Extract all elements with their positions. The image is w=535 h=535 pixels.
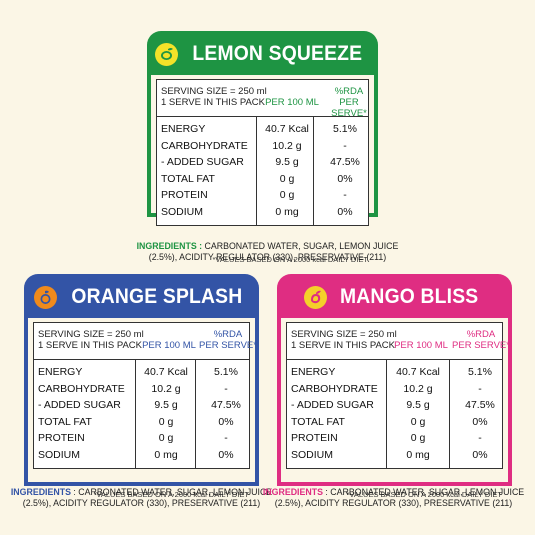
orange-nutrition-table: SERVING SIZE = 250 ml 1 SERVE IN THIS PA… [33,322,257,469]
table-row: TOTAL FAT 0 g 0% [38,415,234,428]
per-serve-header: PER SERVE* [331,97,367,119]
table-row: ENERGY 40.7 Kcal 5.1% [38,366,238,378]
table-row: SODIUM 0 mg 0% [38,448,234,461]
table-row: PROTEIN 0 g- [291,432,482,444]
rda-footnote: *VALUES BASED ON A 2000 kcal DAILY DIET [346,490,503,499]
serving-size: SERVING SIZE = 250 ml [291,329,397,340]
table-row: PROTEIN 0 g- [38,432,228,444]
lemon-card: LEMON SQUEEZE SERVING SIZE = 250 ml 1 SE… [147,31,378,264]
table-row: SODIUM 0 mg 0% [291,448,488,461]
orange-card: ORANGE SPLASH SERVING SIZE = 250 ml 1 SE… [24,274,259,499]
table-row: PROTEIN 0 g- [161,189,347,201]
mango-table-body: ENERGY 40.7 Kcal 5.1% CARBOHYDRATE 10.2 g- … [287,360,502,468]
mango-ingredients: INGREDIENTS : CARBONATED WATER, SUGAR, L… [262,487,525,508]
mango-icon [304,285,328,309]
mango-body: SERVING SIZE = 250 ml 1 SERVE IN THIS PA… [277,318,512,499]
lemon-title: LEMON SQUEEZE [192,42,363,65]
lemon-body: SERVING SIZE = 250 ml 1 SERVE IN THIS PA… [147,75,378,264]
ingredients-label: INGREDIENTS [262,487,323,497]
ingredients-label: INGREDIENTS [10,487,71,497]
mango-card: MANGO BLISS SERVING SIZE = 250 ml 1 SERV… [277,274,512,499]
orange-header: ORANGE SPLASH [24,274,259,320]
lemon-nutrition-table: SERVING SIZE = 250 ml 1 SERVE IN THIS PA… [156,79,369,226]
lemon-icon [155,42,179,66]
serves-in-pack: 1 SERVE IN THIS PACK [291,340,396,351]
mango-table-header: SERVING SIZE = 250 ml 1 SERVE IN THIS PA… [287,323,510,360]
table-row: SODIUM 0 mg 0% [161,205,353,218]
mango-title: MANGO BLISS [340,285,479,308]
table-row: ENERGY 40.7 Kcal 5.1% [291,366,492,378]
orange-icon [33,285,57,309]
rda-footnote: *VALUES BASED ON A 2000 kcal DAILY DIET [212,255,369,264]
serving-size: SERVING SIZE = 250 ml [38,329,144,340]
orange-table-body: ENERGY 40.7 Kcal 5.1% CARBOHYDRATE 10.2 g- … [34,360,249,468]
orange-body: SERVING SIZE = 250 ml 1 SERVE IN THIS PA… [24,318,259,499]
per-serve-header: PER SERVE* [452,340,510,351]
rda-header: %RDA [466,329,496,340]
table-row: - ADDED SUGAR 9.5 g 47.5% [38,399,241,411]
per-100ml-header: PER 100 ML [142,340,196,351]
table-row: - ADDED SUGAR 9.5 g 47.5% [291,399,495,411]
lemon-table-body: ENERGY 40.7 Kcal 5.1% CARBOHYDRATE 10.2 g- … [157,117,368,225]
rda-header: %RDA [213,329,243,340]
serving-size: SERVING SIZE = 250 ml [161,86,267,97]
table-row: CARBOHYDRATE 10.2 g- [291,382,482,395]
per-serve-header: PER SERVE* [199,340,257,351]
table-row: TOTAL FAT 0 g 0% [291,415,488,428]
serves-in-pack: 1 SERVE IN THIS PACK [38,340,143,351]
orange-ingredients: INGREDIENTS : CARBONATED WATER, SUGAR, L… [10,487,273,508]
lemon-table-header: SERVING SIZE = 250 ml 1 SERVE IN THIS PA… [157,80,368,119]
rda-footnote: *VALUES BASED ON A 2000 kcal DAILY DIET [93,490,250,499]
orange-table-header: SERVING SIZE = 250 ml 1 SERVE IN THIS PA… [34,323,257,360]
per-100ml-header: PER 100 ML [394,340,448,351]
lemon-header: LEMON SQUEEZE [147,31,378,77]
rda-header: %RDA [334,86,364,97]
table-row: CARBOHYDRATE 10.2 g- [38,382,228,395]
table-row: - ADDED SUGAR 9.5 g 47.5% [161,156,360,168]
orange-title: ORANGE SPLASH [71,285,242,308]
table-row: ENERGY 40.7 Kcal 5.1% [161,123,357,135]
table-row: CARBOHYDRATE 10.2 g- [161,139,347,152]
table-row: TOTAL FAT 0 g 0% [161,172,353,185]
ingredients-label: INGREDIENTS : [136,241,203,251]
per-100ml-header: PER 100 ML [265,97,319,108]
serves-in-pack: 1 SERVE IN THIS PACK [161,97,266,108]
lemon-ingredients: INGREDIENTS : CARBONATED WATER, SUGAR, L… [136,241,399,262]
mango-nutrition-table: SERVING SIZE = 250 ml 1 SERVE IN THIS PA… [286,322,510,469]
mango-header: MANGO BLISS [277,274,512,320]
